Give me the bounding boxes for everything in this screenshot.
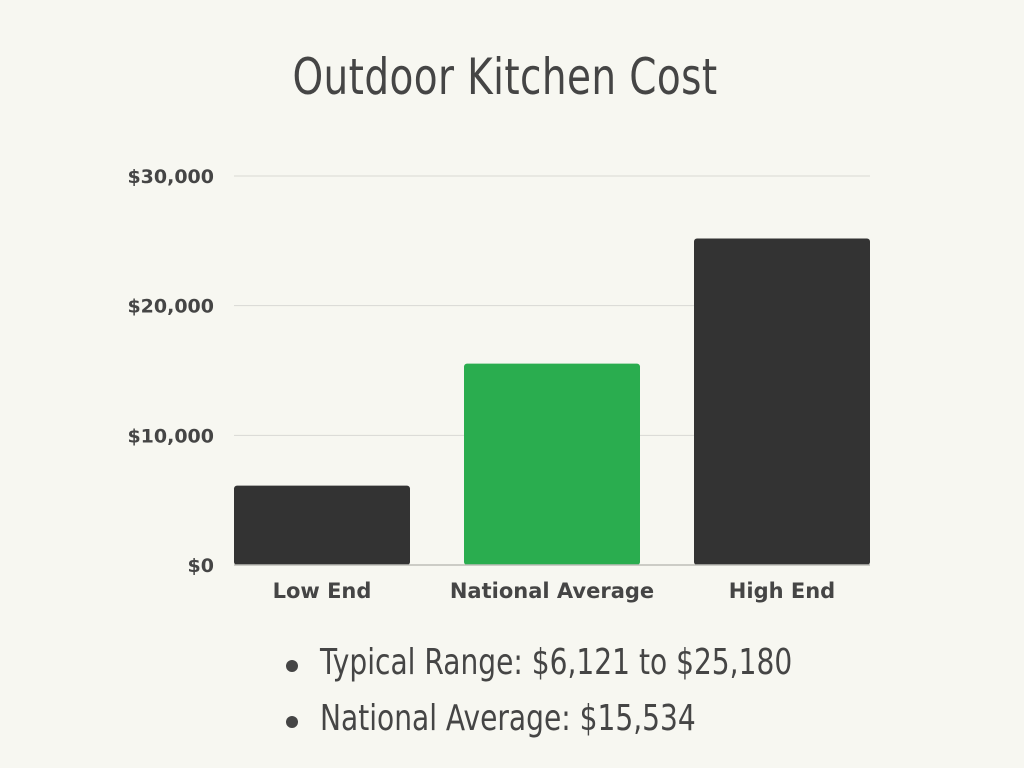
- y-tick-label: $20,000: [127, 296, 214, 318]
- bar-national-average: [464, 363, 640, 565]
- x-tick-label: High End: [729, 579, 835, 603]
- bar-high-end: [694, 238, 870, 565]
- summary-text: National Average: $15,534: [320, 698, 696, 739]
- x-tick-label: Low End: [273, 579, 372, 603]
- chart-title: Outdoor Kitchen Cost: [292, 48, 718, 106]
- y-tick-label: $10,000: [127, 425, 214, 447]
- summary-list: Typical Range: $6,121 to $25,180 Nationa…: [282, 642, 925, 754]
- x-tick-label: National Average: [450, 579, 654, 603]
- summary-text: Typical Range: $6,121 to $25,180: [320, 642, 793, 683]
- bar-low-end: [234, 485, 410, 565]
- bullet-icon: [286, 716, 298, 728]
- summary-item-typical-range: Typical Range: $6,121 to $25,180: [282, 642, 925, 698]
- summary-item-national-average: National Average: $15,534: [282, 698, 925, 754]
- y-tick-label: $0: [188, 555, 214, 577]
- bullet-icon: [286, 660, 298, 672]
- y-tick-label: $30,000: [127, 166, 214, 188]
